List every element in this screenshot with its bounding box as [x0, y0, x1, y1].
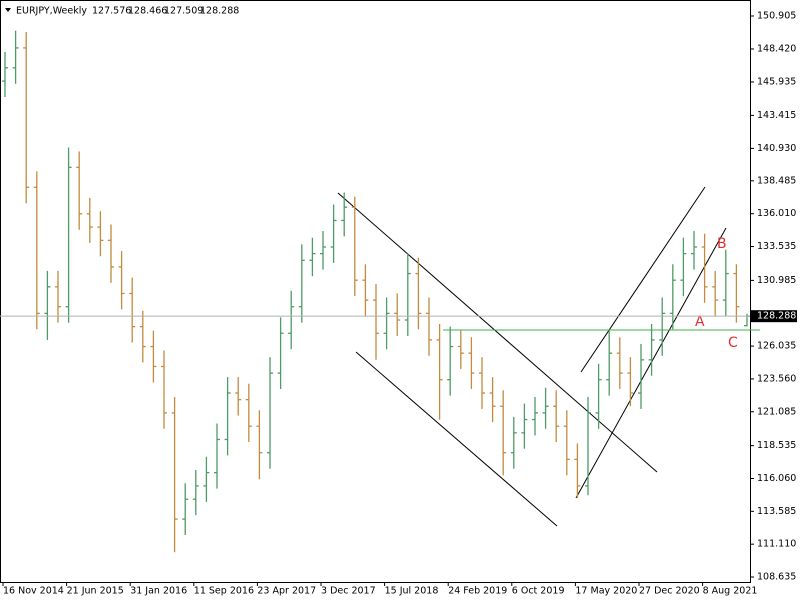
chart-title: EURJPY,Weekly — [16, 6, 87, 17]
plot-frame — [0, 0, 751, 583]
y-tick-label: 111.110 — [757, 539, 796, 550]
annotation: B — [717, 236, 727, 252]
x-tick-label: 15 Jul 2018 — [385, 586, 439, 597]
x-tick-label: 11 Sep 2016 — [194, 586, 254, 597]
annotation: C — [728, 335, 738, 351]
x-tick-label: 3 Dec 2017 — [321, 586, 376, 597]
trendline — [580, 186, 706, 373]
x-tick-label: 6 Oct 2019 — [512, 586, 565, 597]
y-tick-label: 121.085 — [757, 406, 796, 417]
y-tick-label: 130.985 — [757, 275, 796, 286]
y-tick-label: 108.635 — [757, 572, 796, 583]
y-tick-label: 136.010 — [757, 208, 796, 219]
y-tick-label: 116.060 — [757, 473, 796, 484]
y-tick-label: 118.535 — [757, 440, 796, 451]
y-tick-label: 148.420 — [757, 43, 796, 54]
x-tick-label: 31 Jan 2016 — [130, 586, 187, 597]
y-tick-label: 138.485 — [757, 175, 796, 186]
open-value: 127.576 — [92, 6, 131, 17]
y-tick-label: 150.905 — [757, 10, 796, 21]
y-tick-label: 126.035 — [757, 341, 796, 352]
trendline — [337, 192, 658, 473]
x-tick-label: 17 May 2020 — [575, 586, 637, 597]
y-tick-label: 145.935 — [757, 76, 796, 87]
close-value: 128.288 — [200, 6, 239, 17]
x-tick-label: 16 Nov 2014 — [3, 586, 64, 597]
x-tick-label: 24 Feb 2019 — [448, 586, 507, 597]
price-label: 128.288 — [757, 311, 796, 322]
low-value: 127.509 — [164, 6, 203, 17]
x-tick-label: 27 Dec 2020 — [639, 586, 700, 597]
y-tick-label: 113.585 — [757, 506, 796, 517]
high-value: 128.466 — [128, 6, 167, 17]
x-tick-label: 21 Jun 2015 — [67, 586, 124, 597]
annotation: A — [695, 314, 705, 330]
menu-arrow[interactable] — [5, 8, 11, 12]
y-tick-label: 143.415 — [757, 110, 796, 121]
x-tick-label: 23 Apr 2017 — [257, 586, 316, 597]
y-tick-label: 133.535 — [757, 241, 796, 252]
trendline — [355, 351, 558, 527]
price-label-box — [751, 310, 797, 323]
x-tick-label: 8 Aug 2021 — [703, 586, 758, 597]
y-tick-label: 123.560 — [757, 373, 796, 384]
y-tick-label: 140.930 — [757, 143, 796, 154]
